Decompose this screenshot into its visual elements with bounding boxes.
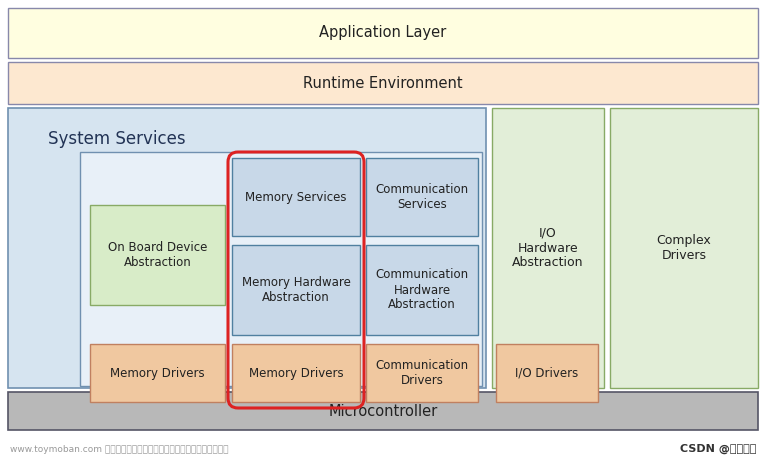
Text: Application Layer: Application Layer xyxy=(319,25,447,41)
Bar xyxy=(80,152,482,386)
Bar xyxy=(496,344,598,402)
Bar xyxy=(8,108,486,388)
Text: Communication
Drivers: Communication Drivers xyxy=(375,359,469,387)
Text: Memory Drivers: Memory Drivers xyxy=(249,366,343,379)
Bar xyxy=(90,344,225,402)
Bar xyxy=(8,8,758,58)
Text: CSDN @桃源乐游: CSDN @桃源乐游 xyxy=(679,444,756,454)
Text: www.toymoban.com 网络图片仅供展示，非存储，如有侵权请联系删除。: www.toymoban.com 网络图片仅供展示，非存储，如有侵权请联系删除。 xyxy=(10,445,228,454)
Text: Memory Hardware
Abstraction: Memory Hardware Abstraction xyxy=(241,276,350,304)
Text: Memory Services: Memory Services xyxy=(245,190,347,203)
Bar xyxy=(366,245,478,335)
Bar xyxy=(90,205,225,305)
Bar xyxy=(366,158,478,236)
Text: I/O
Hardware
Abstraction: I/O Hardware Abstraction xyxy=(512,226,584,269)
Bar xyxy=(232,245,360,335)
Text: I/O Drivers: I/O Drivers xyxy=(516,366,578,379)
Text: Communication
Services: Communication Services xyxy=(375,183,469,211)
Text: Runtime Environment: Runtime Environment xyxy=(303,75,463,91)
Text: Communication
Hardware
Abstraction: Communication Hardware Abstraction xyxy=(375,268,469,311)
Bar xyxy=(232,158,360,236)
Bar xyxy=(492,108,604,388)
Text: Memory Drivers: Memory Drivers xyxy=(110,366,205,379)
Bar xyxy=(366,344,478,402)
Bar xyxy=(232,344,360,402)
Bar xyxy=(8,392,758,430)
Text: Microcontroller: Microcontroller xyxy=(329,403,437,419)
Text: System Services: System Services xyxy=(48,130,185,148)
Text: On Board Device
Abstraction: On Board Device Abstraction xyxy=(108,241,207,269)
Bar xyxy=(8,62,758,104)
Text: Complex
Drivers: Complex Drivers xyxy=(656,234,712,262)
Bar xyxy=(610,108,758,388)
